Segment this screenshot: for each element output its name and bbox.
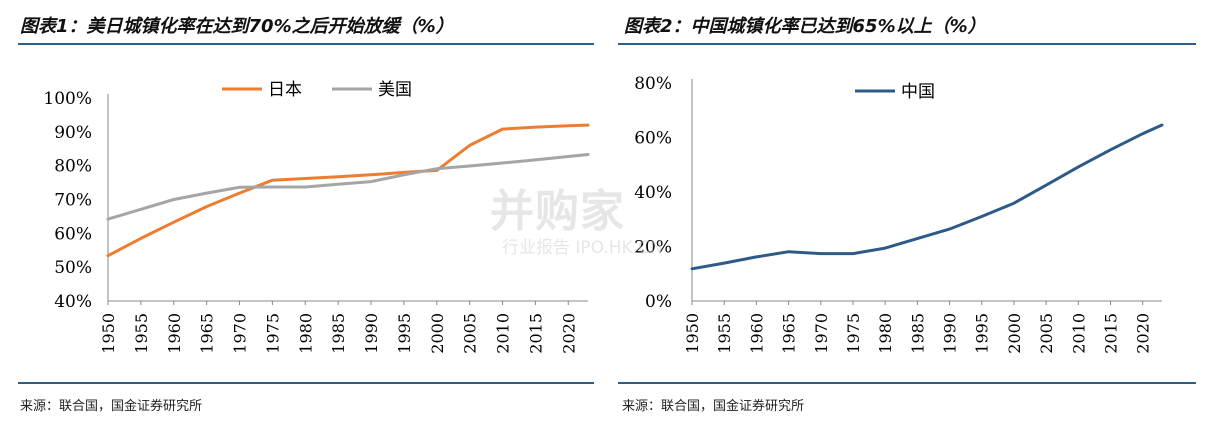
x-tick-label: 1965 (780, 313, 799, 354)
y-tick-label: 80% (54, 157, 92, 177)
title-rule (618, 43, 1196, 45)
x-tick-label: 1990 (362, 313, 381, 354)
x-tick-label: 1965 (198, 313, 217, 354)
series-line-0 (106, 123, 590, 258)
source-note: 来源：联合国，国金证券研究所 (622, 399, 805, 414)
japan-usa-urbanization-chart: 40% 50% 60% 70% 80% 90% 100% 1950 1955 1960 1965 19… (43, 80, 590, 354)
y-tick-label: 80% (634, 74, 672, 94)
source-rule (18, 382, 594, 384)
x-tick-label: 1955 (715, 313, 734, 354)
x-tick-label: 2005 (461, 313, 480, 354)
x-tick-label: 2015 (1101, 313, 1120, 354)
x-tick-label: 1970 (812, 313, 831, 354)
x-tick-label: 1990 (941, 313, 960, 354)
legend-label: 中国 (901, 82, 935, 102)
x-tick-label: 1975 (263, 313, 282, 354)
x-tick-label: 1970 (231, 313, 250, 354)
x-tick-label: 1995 (395, 313, 414, 354)
y-tick-label: 50% (54, 258, 92, 278)
y-tick-label: 40% (54, 292, 92, 312)
y-tick-label: 60% (54, 224, 92, 244)
title-rule (18, 43, 594, 45)
x-tick-label: 2020 (1134, 313, 1153, 354)
y-tick-label: 60% (634, 129, 672, 149)
x-tick-label: 2000 (428, 313, 447, 354)
y-tick-label: 20% (634, 238, 672, 258)
x-tick-label: 1950 (683, 313, 702, 354)
chart-panel-left: 图表1：美日城镇化率在达到70%之后开始放缓（%） 40% 50% 60% 70% 80… (0, 0, 600, 436)
chart-title: 图表2：中国城镇化率已达到65%以上（%） (624, 16, 986, 37)
series-line-0 (690, 123, 1164, 271)
x-tick-label: 2000 (1005, 313, 1024, 354)
china-urbanization-chart: 0% 20% 40% 60% 80% 1950 1955 1960 1965 1970 1975 19… (634, 74, 1164, 354)
x-tick-label: 1955 (132, 313, 151, 354)
x-tick-label: 2010 (494, 313, 513, 354)
x-tick-label: 1980 (296, 313, 315, 354)
y-tick-label: 90% (54, 123, 92, 143)
x-tick-label: 1975 (844, 313, 863, 354)
x-tick-label: 1960 (165, 313, 184, 354)
legend-label: 美国 (378, 80, 412, 100)
x-tick-label: 1995 (973, 313, 992, 354)
y-tick-label: 70% (54, 191, 92, 211)
y-tick-label: 0% (645, 292, 672, 312)
x-tick-label: 1985 (908, 313, 927, 354)
chart-title: 图表1：美日城镇化率在达到70%之后开始放缓（%） (20, 16, 454, 37)
x-tick-label: 1950 (99, 313, 118, 354)
x-tick-label: 2020 (559, 313, 578, 354)
x-tick-label: 1980 (876, 313, 895, 354)
y-tick-label: 100% (43, 89, 92, 109)
chart-panel-right: 图表2：中国城镇化率已达到65%以上（%） 0% 20% 40% 60% 80% 1950… (612, 0, 1209, 436)
x-tick-label: 1960 (747, 313, 766, 354)
y-tick-label: 40% (634, 183, 672, 203)
source-note: 来源：联合国，国金证券研究所 (20, 399, 203, 414)
source-rule (618, 382, 1196, 384)
x-tick-label: 1985 (329, 313, 348, 354)
series-line-1 (106, 153, 590, 221)
x-tick-label: 2015 (526, 313, 545, 354)
x-tick-label: 2010 (1069, 313, 1088, 354)
legend-label: 日本 (268, 80, 302, 100)
x-tick-label: 2005 (1037, 313, 1056, 354)
